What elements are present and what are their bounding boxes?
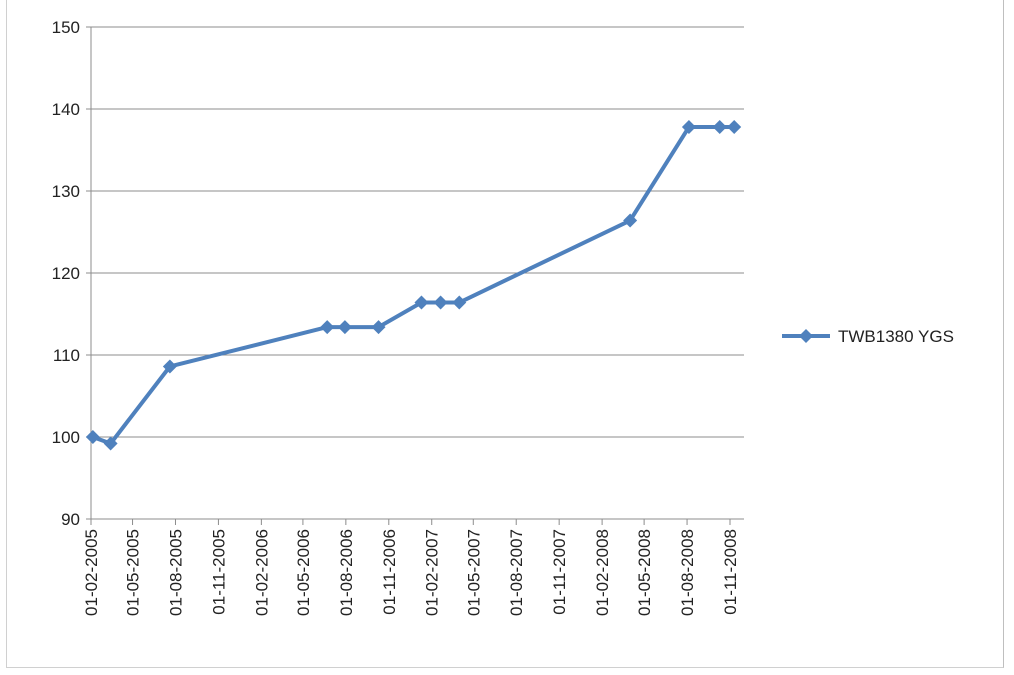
x-tick-label: 01-02-2007 bbox=[423, 529, 442, 616]
series-line bbox=[92, 125, 735, 446]
y-tick-label: 110 bbox=[53, 346, 80, 365]
data-point-marker bbox=[337, 320, 352, 335]
y-tick-label: 150 bbox=[52, 18, 80, 37]
x-tick-label: 01-05-2006 bbox=[294, 529, 313, 616]
data-point-marker bbox=[414, 295, 429, 310]
data-point-marker bbox=[103, 436, 118, 451]
data-point-marker bbox=[681, 120, 696, 135]
y-tick-label: 100 bbox=[52, 428, 80, 447]
x-tick-label: 01-05-2005 bbox=[124, 529, 143, 616]
x-tick-label: 01-11-2006 bbox=[380, 529, 399, 615]
x-tick-label: 01-11-2007 bbox=[550, 529, 569, 615]
data-point-marker bbox=[162, 359, 177, 374]
gridlines bbox=[91, 26, 744, 438]
y-tick-label: 120 bbox=[52, 264, 80, 283]
x-tick-label: 01-02-2008 bbox=[593, 529, 612, 616]
data-point-marker bbox=[712, 120, 727, 135]
data-point-marker bbox=[320, 320, 335, 335]
x-tick-label: 01-08-2008 bbox=[678, 529, 697, 616]
x-tick-label: 01-05-2008 bbox=[635, 529, 654, 616]
x-tick-label: 01-08-2007 bbox=[507, 529, 526, 616]
x-tick-label: 01-02-2006 bbox=[252, 529, 271, 616]
data-point-marker bbox=[452, 295, 467, 310]
data-point-marker bbox=[85, 430, 100, 444]
y-axis-tick-labels: 90 100 110 120 130 140 150 bbox=[52, 18, 80, 529]
data-point-marker bbox=[623, 213, 638, 228]
x-tick-label: 01-02-2005 bbox=[82, 529, 101, 616]
x-axis-tick-labels: 01-02-2005 01-05-2005 01-08-2005 01-11-2005… bbox=[82, 529, 740, 616]
data-point-marker bbox=[727, 120, 742, 135]
y-tick-label: 90 bbox=[61, 510, 80, 529]
legend: TWB1380 YGS bbox=[782, 327, 954, 346]
data-point-marker bbox=[371, 320, 386, 335]
x-tick-label: 01-08-2006 bbox=[337, 529, 356, 616]
x-tick-label: 01-08-2005 bbox=[166, 529, 185, 616]
axes bbox=[86, 26, 744, 525]
legend-label: TWB1380 YGS bbox=[838, 327, 954, 346]
x-tick-label: 01-05-2007 bbox=[464, 529, 483, 616]
x-tick-label: 01-11-2005 bbox=[209, 529, 228, 615]
x-tick-label: 01-11-2008 bbox=[721, 529, 740, 615]
y-tick-label: 140 bbox=[52, 100, 80, 119]
chart-frame bbox=[6, 0, 1004, 668]
data-point-marker bbox=[433, 295, 448, 310]
y-tick-label: 130 bbox=[52, 182, 80, 201]
legend-diamond-marker bbox=[799, 329, 813, 343]
series-group bbox=[85, 120, 742, 451]
